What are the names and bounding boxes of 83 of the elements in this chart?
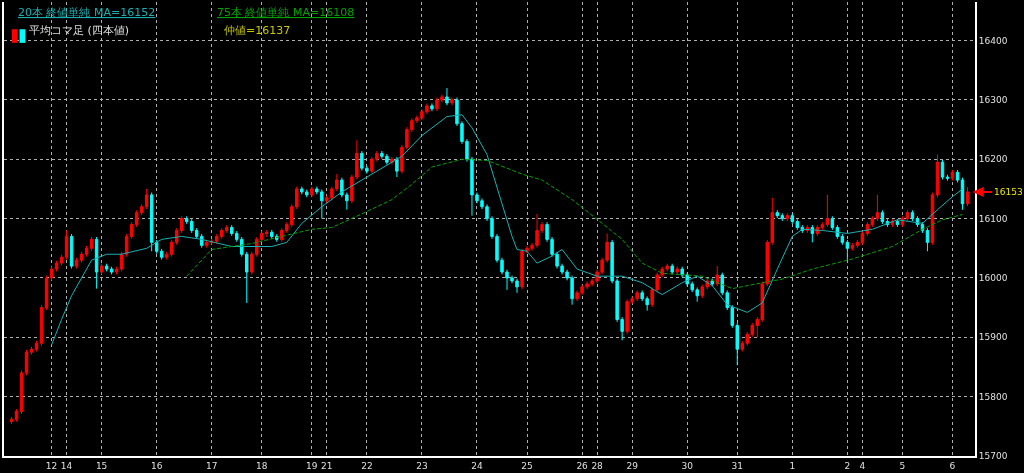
y-tick-label: 16000	[978, 273, 1008, 284]
x-tick-label: 19	[306, 460, 318, 471]
x-tick-label: 5	[899, 460, 906, 471]
candlestick	[905, 209, 910, 222]
candlestick	[715, 265, 719, 287]
x-tick-label: 16	[150, 460, 163, 471]
y-tick-label: 16300	[978, 95, 1008, 106]
x-tick-label: 31	[731, 460, 743, 471]
candlestick	[935, 154, 940, 198]
x-tick-label: 2	[844, 460, 851, 471]
candlestick	[64, 229, 69, 261]
line-series	[186, 158, 963, 290]
candlestick	[109, 266, 114, 275]
y-tick-label: 16200	[978, 154, 1008, 165]
candlestick	[950, 169, 955, 182]
x-tick-label: 1	[789, 460, 796, 471]
candlestick	[430, 102, 434, 112]
candlestick	[24, 349, 29, 376]
candlestick	[54, 260, 59, 272]
candlestick	[785, 212, 790, 222]
x-tick-label: 24	[471, 460, 483, 471]
candlestick	[895, 218, 900, 228]
candlestick	[84, 245, 89, 258]
text: 16153	[994, 187, 1023, 197]
candlestick	[9, 416, 14, 425]
candlestick	[670, 263, 674, 275]
y-tick-label: 16100	[978, 213, 1008, 224]
candlestick	[520, 248, 524, 290]
candlestick	[29, 346, 34, 356]
candlestick	[104, 263, 109, 272]
candlestick	[49, 266, 54, 281]
candlestick	[880, 209, 885, 225]
candlestick	[650, 286, 654, 308]
x-tick-label: 29	[626, 460, 639, 471]
x-tick-label: 4	[859, 460, 866, 471]
candlestick	[965, 186, 970, 207]
y-tick-label: 15800	[978, 391, 1008, 402]
x-tick-label: 14	[60, 460, 73, 471]
candlestick	[99, 263, 104, 275]
candlestick	[910, 209, 915, 222]
annotation: 仲値=16137	[224, 24, 291, 37]
line-series	[51, 114, 963, 346]
candlestick	[445, 87, 449, 106]
candlestick	[310, 186, 314, 198]
x-tick-label: 28	[591, 460, 604, 471]
candlestick	[855, 239, 860, 249]
x-tick-label: 18	[256, 460, 268, 471]
y-tick-label: 15700	[978, 451, 1008, 462]
candlestick	[59, 254, 64, 266]
x-tick-label: 25	[521, 460, 533, 471]
x-tick-label: 6	[949, 460, 956, 471]
x-tick-label: 26	[576, 460, 589, 471]
x-tick-label: 15	[95, 460, 108, 471]
candlestick	[925, 227, 930, 252]
candlestick	[775, 209, 780, 219]
text: 20本 終値単純 MA=16152	[18, 6, 156, 19]
candlestick	[850, 242, 855, 252]
text: 75本 終値単純 MA=16108	[217, 6, 355, 19]
candlestick	[34, 340, 39, 353]
candlestick	[710, 278, 714, 287]
candlestick	[114, 266, 119, 275]
candlestick	[395, 156, 399, 178]
candlestick	[79, 251, 84, 264]
candlestick	[94, 236, 99, 290]
candlestick	[450, 97, 454, 106]
candlestick	[870, 215, 875, 228]
candlestick	[945, 174, 950, 182]
legend-label: 平均コマ足 (四本値)	[29, 24, 130, 37]
candlestick	[875, 194, 880, 222]
candlestick	[14, 408, 19, 423]
y-tick-label: 16400	[978, 35, 1008, 46]
x-tick-label: 23	[416, 460, 428, 471]
x-tick-label: 12	[45, 460, 58, 471]
y-tick-label: 15900	[978, 332, 1008, 343]
x-tick-label: 21	[321, 460, 333, 471]
x-tick-label: 30	[681, 460, 694, 471]
x-tick-label: 17	[205, 460, 218, 471]
candlestick	[675, 266, 679, 275]
candlestick	[390, 156, 394, 166]
candlestick	[89, 236, 94, 252]
candlestick	[149, 192, 154, 252]
x-tick-label: 22	[361, 460, 373, 471]
candlestick	[955, 169, 960, 183]
